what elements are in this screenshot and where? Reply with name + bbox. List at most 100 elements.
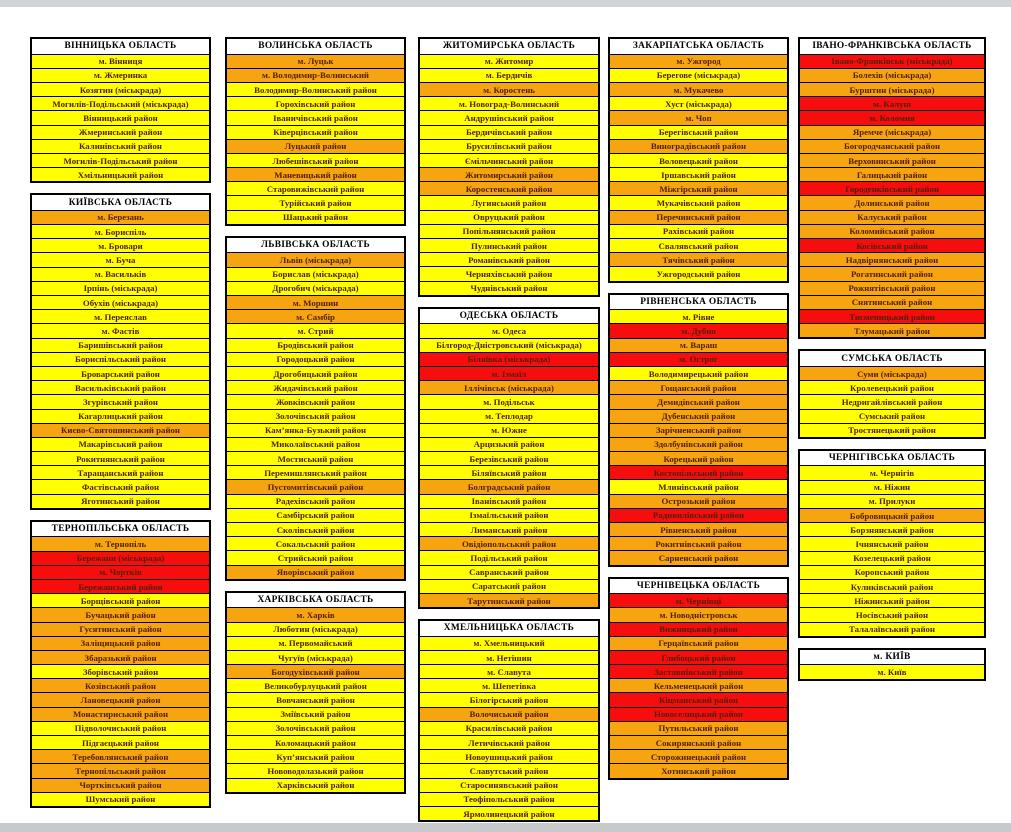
district-row: Жмеринський район — [32, 125, 209, 140]
district-row: Талалаївський район — [800, 622, 984, 636]
district-row: Калуський район — [800, 210, 984, 225]
district-row: м. Житомир — [420, 54, 598, 69]
district-row: Носівський район — [800, 608, 984, 623]
district-row: Перемишлянський район — [227, 466, 404, 481]
district-row: Воловецький район — [610, 153, 787, 169]
district-row: Бориспільський район — [32, 352, 209, 367]
oblast-table-title: ХМЕЛЬНИЦЬКА ОБЛАСТЬ — [420, 621, 598, 637]
district-row: м. Тернопіль — [32, 537, 209, 552]
district-row: Сторожинецький район — [610, 750, 787, 765]
district-row: Свалявський район — [610, 239, 787, 254]
oblast-table-title: РІВНЕНСЬКА ОБЛАСТЬ — [610, 294, 787, 311]
district-row: Жовківський район — [227, 395, 404, 410]
district-row: Козівський район — [32, 679, 209, 694]
district-row: Баришівський район — [32, 338, 209, 353]
district-row: Іршавський район — [610, 168, 787, 183]
district-row: Фастівський район — [32, 480, 209, 495]
district-row: Здолбунівський район — [610, 437, 787, 453]
oblast-table-title: ЗАКАРПАТСЬКА ОБЛАСТЬ — [610, 39, 787, 55]
district-row: м. Коломия — [800, 111, 984, 126]
district-row: м. Ужгород — [610, 54, 787, 69]
district-row: Недригайлівський район — [800, 395, 984, 410]
district-row: Зборівський район — [32, 665, 209, 680]
district-row: Млинівський район — [610, 480, 787, 495]
district-row: Куликівський район — [800, 579, 984, 595]
district-row: м. Переяслав — [32, 310, 209, 325]
district-row: Шумський район — [32, 792, 209, 806]
district-row: Таращанський район — [32, 466, 209, 481]
district-row: Борщівський район — [32, 594, 209, 609]
district-row: Снятинський район — [800, 295, 984, 310]
district-row: Костопільський район — [610, 466, 787, 481]
district-row: Кельменецький район — [610, 679, 787, 694]
district-row: Монастириський район — [32, 707, 209, 722]
oblast-table: ХАРКІВСЬКА ОБЛАСТЬ м. Харків Люботин (місь… — [225, 590, 406, 794]
district-row: Рівненський район — [610, 523, 787, 538]
district-row: м. Рівне — [610, 310, 787, 325]
district-row: Золочівський район — [227, 409, 404, 424]
district-row: Романівський район — [420, 253, 598, 268]
oblast-table: м. КИЇВ м. Київ — [798, 647, 986, 681]
district-row: Овруцький район — [420, 210, 598, 225]
district-row: Летичівський район — [420, 736, 598, 751]
district-row: Зміївський район — [227, 707, 404, 722]
district-row: м. Острог — [610, 352, 787, 367]
district-row: Волочиський район — [420, 707, 598, 722]
bottom-edge-strip — [0, 823, 1011, 832]
district-row: Болградський район — [420, 480, 598, 495]
district-row: Ємільчинський район — [420, 153, 598, 169]
oblast-table-title: КИЇВСЬКА ОБЛАСТЬ — [32, 195, 209, 211]
district-row: Шацький район — [227, 210, 404, 224]
district-row: Рокитнівський район — [610, 537, 787, 552]
district-row: Обухів (міськрада) — [32, 296, 209, 311]
district-row: Кам’янка-Бузький район — [227, 423, 404, 438]
district-row: Бучацький район — [32, 608, 209, 623]
top-edge-strip — [0, 0, 1011, 7]
district-row: Підволочиський район — [32, 721, 209, 737]
oblast-table: СУМСЬКА ОБЛАСТЬ Суми (міськрада) Кролевець… — [798, 349, 986, 439]
district-row: Перечинський район — [610, 210, 787, 225]
district-row: Демидівський район — [610, 395, 787, 410]
district-row: Дрогобич (міськрада) — [227, 281, 404, 296]
oblast-table: ЧЕРНІВЕЦЬКА ОБЛАСТЬ м. Чернівці м. Новодні… — [608, 576, 789, 780]
district-row: Старосинявський район — [420, 778, 598, 793]
district-row: м. Южне — [420, 423, 598, 438]
district-row: Виноградівський район — [610, 139, 787, 154]
table-column: ВОЛИНСЬКА ОБЛАСТЬ м. Луцьк м. Володимир-Во… — [225, 37, 406, 804]
district-row: Галицький район — [800, 168, 984, 183]
district-row: Савранський район — [420, 565, 598, 580]
district-row: Білогірський район — [420, 693, 598, 708]
oblast-table-title: ТЕРНОПІЛЬСЬКА ОБЛАСТЬ — [32, 521, 209, 538]
district-row: Красилівський район — [420, 721, 598, 737]
district-row: Богодухівський район — [227, 665, 404, 680]
district-row: Великобурлуцький район — [227, 679, 404, 694]
district-row: Лановецький район — [32, 693, 209, 708]
oblast-table-title: ОДЕСЬКА ОБЛАСТЬ — [420, 308, 598, 325]
district-row: Львів (міськрада) — [227, 253, 404, 268]
district-row: Згурівський район — [32, 395, 209, 410]
district-row: Вовчанський район — [227, 693, 404, 708]
district-row: Калинівський район — [32, 139, 209, 154]
district-row: Ярмолинецький район — [420, 806, 598, 821]
district-row: м. Нетішин — [420, 650, 598, 666]
district-row: Ніжинський район — [800, 594, 984, 609]
district-row: Лиманський район — [420, 523, 598, 538]
district-row: Бережани (міськрада) — [32, 551, 209, 566]
district-row: м. Подільськ — [420, 395, 598, 410]
district-row: Пулинський район — [420, 239, 598, 254]
district-row: Бурштин (міськрада) — [800, 82, 984, 98]
district-row: Коломацький район — [227, 736, 404, 751]
district-row: Луцький район — [227, 139, 404, 154]
district-row: м. Жмеринка — [32, 68, 209, 83]
district-row: Володимир-Волинський район — [227, 82, 404, 98]
district-row: Іваничівський район — [227, 111, 404, 126]
district-row: Білгород-Дністровський (міськрада) — [420, 338, 598, 353]
district-row: Долинський район — [800, 196, 984, 211]
district-row: м. Фастів — [32, 324, 209, 339]
district-row: Тростянецький район — [800, 423, 984, 437]
district-row: Сумський район — [800, 409, 984, 424]
district-row: Золочівський район — [227, 721, 404, 737]
district-row: Хотинський район — [610, 764, 787, 778]
district-row: м. Хмельницький — [420, 636, 598, 651]
